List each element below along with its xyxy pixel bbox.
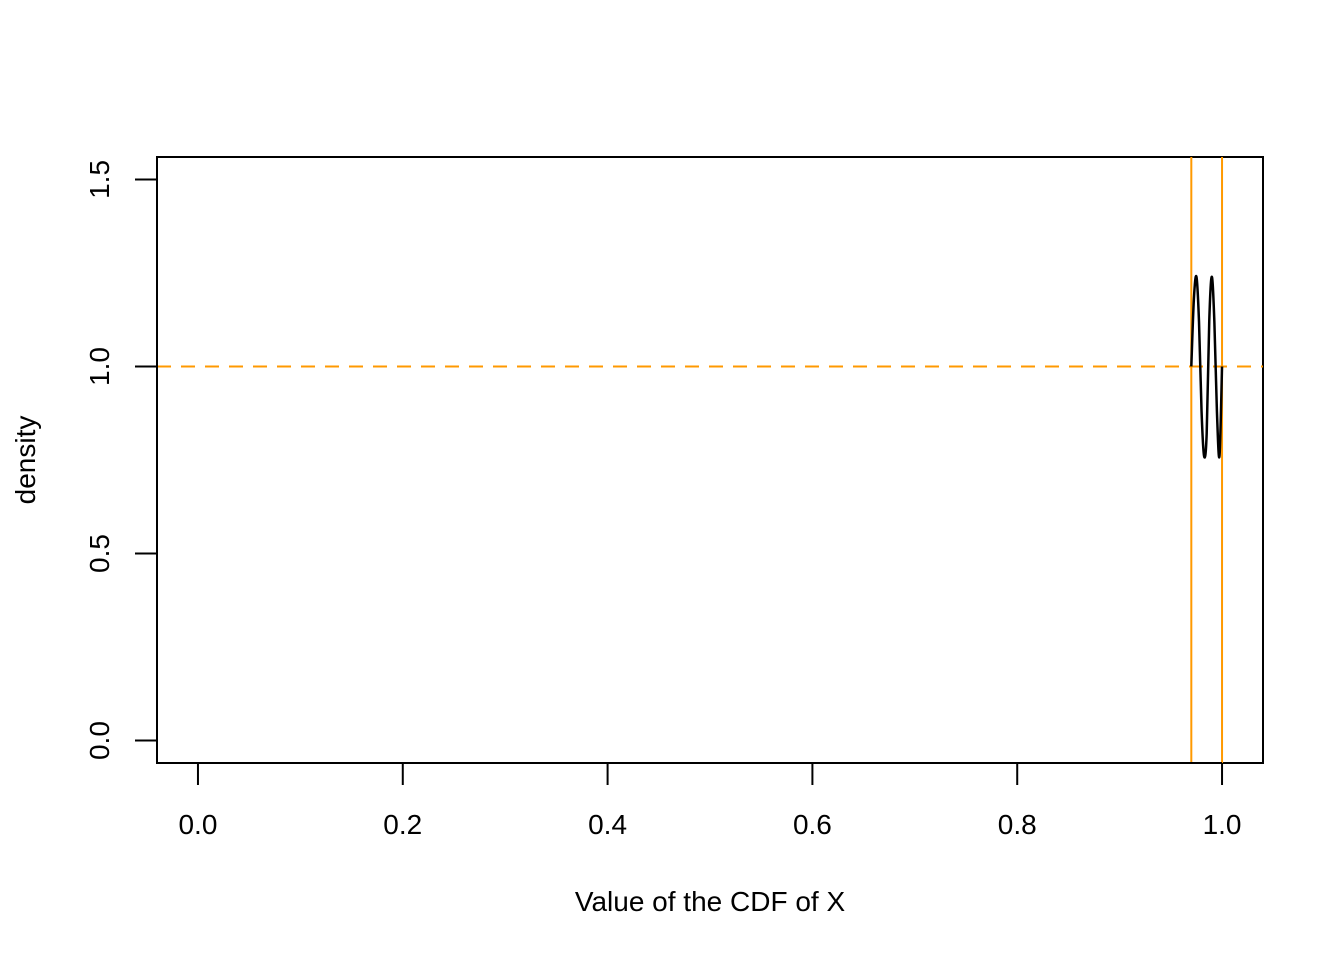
x-axis: 0.0 0.2 0.4 0.6 0.8 1.0 (178, 762, 1242, 840)
y-tick-label: 0.0 (84, 721, 115, 760)
y-tick-label: 1.0 (84, 347, 115, 386)
x-tick-label: 0.6 (793, 809, 832, 840)
x-tick-label: 1.0 (1203, 809, 1242, 840)
plot-frame (156, 156, 1264, 764)
y-tick-label: 1.5 (84, 160, 115, 199)
y-axis: 0.0 0.5 1.0 1.5 (84, 160, 158, 760)
x-tick-label: 0.2 (383, 809, 422, 840)
density-curve (1190, 274, 1224, 459)
x-axis-title: Value of the CDF of X (575, 886, 846, 917)
x-tick-label: 0.4 (588, 809, 627, 840)
x-tick-label: 0.8 (998, 809, 1037, 840)
y-axis-title: density (10, 416, 41, 505)
reference-lines (157, 157, 1263, 763)
x-tick-label: 0.0 (178, 809, 217, 840)
series-group (1190, 274, 1224, 459)
y-tick-label: 0.5 (84, 534, 115, 573)
